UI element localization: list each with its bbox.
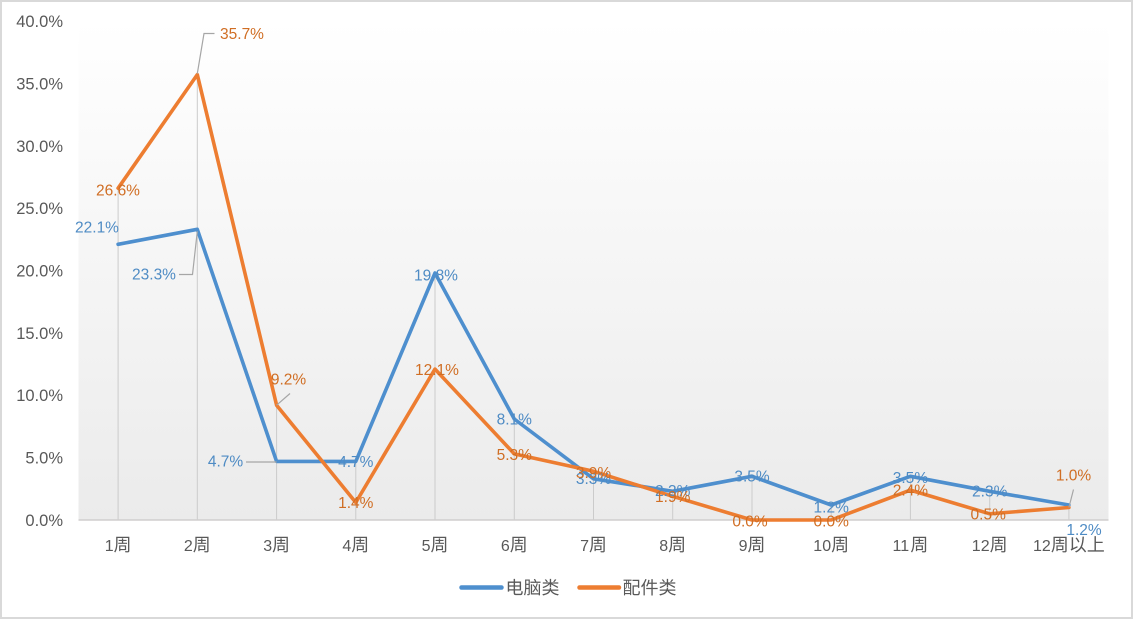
svg-text:40.0%: 40.0%: [16, 13, 63, 31]
svg-text:19.8%: 19.8%: [414, 268, 458, 285]
svg-text:2.3%: 2.3%: [972, 483, 1008, 500]
svg-text:2.4%: 2.4%: [893, 483, 929, 500]
svg-text:35.0%: 35.0%: [16, 75, 63, 93]
svg-text:3.5%: 3.5%: [734, 468, 770, 485]
svg-text:9.2%: 9.2%: [271, 372, 307, 389]
svg-text:4.7%: 4.7%: [208, 454, 244, 471]
svg-text:3: 3: [263, 538, 272, 555]
svg-text:9: 9: [739, 538, 748, 555]
svg-text:12: 12: [972, 538, 990, 555]
svg-text:23.3%: 23.3%: [132, 267, 176, 284]
svg-text:22.1%: 22.1%: [75, 220, 119, 237]
svg-text:2: 2: [184, 538, 193, 555]
svg-text:20.0%: 20.0%: [16, 263, 63, 281]
svg-text:10.0%: 10.0%: [16, 387, 63, 405]
svg-text:25.0%: 25.0%: [16, 200, 63, 218]
svg-text:5.0%: 5.0%: [25, 450, 63, 468]
svg-text:5: 5: [422, 538, 431, 555]
svg-text:15.0%: 15.0%: [16, 325, 63, 343]
svg-text:11: 11: [893, 538, 910, 555]
svg-text:8: 8: [659, 538, 668, 555]
svg-text:0.0%: 0.0%: [25, 512, 63, 530]
svg-text:1: 1: [105, 538, 114, 555]
svg-text:1.2%: 1.2%: [814, 500, 850, 517]
svg-text:4: 4: [342, 538, 351, 555]
svg-text:4.7%: 4.7%: [338, 454, 374, 471]
svg-text:1.4%: 1.4%: [338, 495, 374, 512]
svg-text:1.2%: 1.2%: [1066, 522, 1102, 539]
svg-text:26.6%: 26.6%: [96, 183, 140, 200]
svg-text:35.7%: 35.7%: [220, 26, 264, 43]
svg-text:5.3%: 5.3%: [497, 447, 533, 464]
svg-text:0.5%: 0.5%: [971, 506, 1007, 523]
svg-text:30.0%: 30.0%: [16, 138, 63, 156]
svg-text:3.9%: 3.9%: [576, 465, 612, 482]
svg-text:12.1%: 12.1%: [415, 362, 459, 379]
svg-text:7: 7: [580, 538, 589, 555]
svg-text:8.1%: 8.1%: [497, 412, 533, 429]
svg-text:0.0%: 0.0%: [732, 514, 768, 531]
svg-text:6: 6: [501, 538, 510, 555]
svg-text:12: 12: [1033, 538, 1051, 555]
svg-text:0.0%: 0.0%: [814, 514, 850, 531]
svg-text:10: 10: [813, 538, 831, 555]
svg-text:1.0%: 1.0%: [1056, 468, 1092, 485]
svg-text:3.3%: 3.3%: [576, 471, 612, 488]
svg-text:1.9%: 1.9%: [655, 489, 691, 506]
svg-text:2.3%: 2.3%: [655, 483, 691, 500]
svg-text:3.5%: 3.5%: [893, 470, 929, 487]
